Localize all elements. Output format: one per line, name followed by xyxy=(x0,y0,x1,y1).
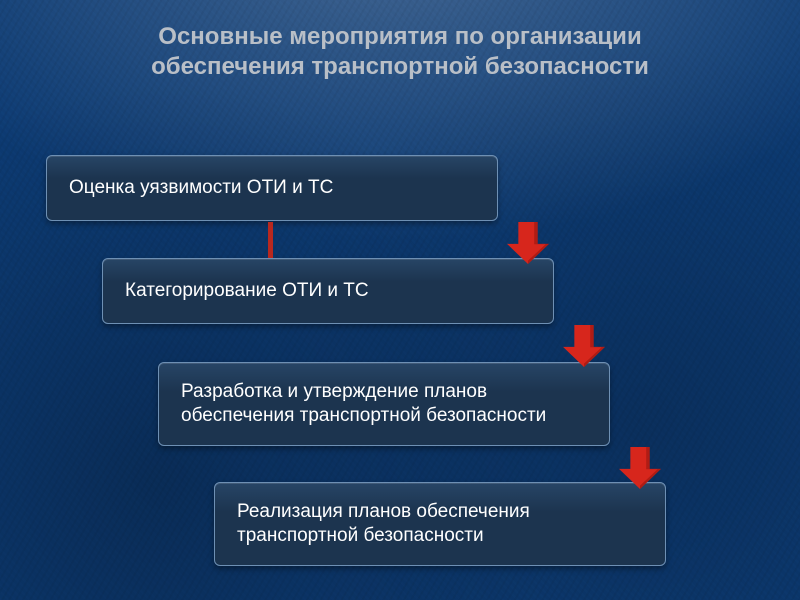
down-arrow-icon xyxy=(507,222,549,264)
process-step-label: Оценка уязвимости ОТИ и ТС xyxy=(69,176,333,200)
down-arrow-icon xyxy=(563,325,605,367)
connector-line xyxy=(268,222,273,258)
title-line-1: Основные мероприятия по организации xyxy=(158,23,641,50)
process-step-s4: Реализация планов обеспечения транспортн… xyxy=(214,482,666,566)
process-step-label: Категорирование ОТИ и ТС xyxy=(125,279,369,303)
title-line-2: обеспечения транспортной безопасности xyxy=(151,53,649,80)
down-arrow-icon xyxy=(619,447,661,489)
slide-title: Основные мероприятия по организации обес… xyxy=(60,22,740,82)
process-step-label: Реализация планов обеспечения транспортн… xyxy=(237,500,643,548)
process-step-label: Разработка и утверждение планов обеспече… xyxy=(181,380,587,428)
process-step-s3: Разработка и утверждение планов обеспече… xyxy=(158,362,610,446)
process-step-s2: Категорирование ОТИ и ТС xyxy=(102,258,554,324)
process-step-s1: Оценка уязвимости ОТИ и ТС xyxy=(46,155,498,221)
